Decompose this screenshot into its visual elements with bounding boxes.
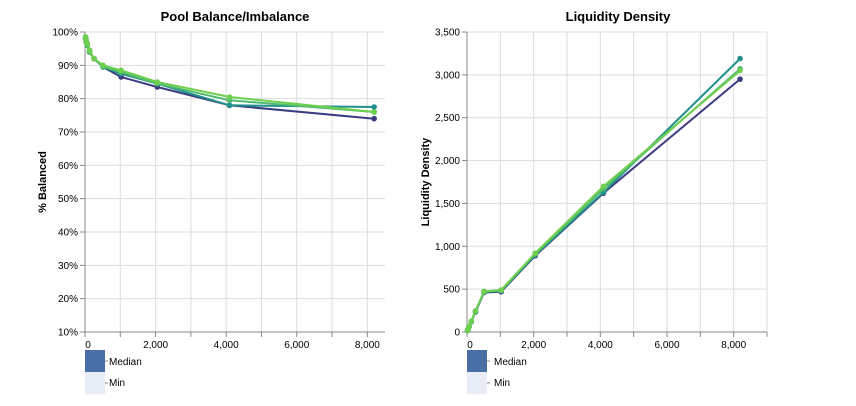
- right-series-point-3: [532, 250, 539, 256]
- left-plot: 0 2,000 4,000 6,000 8,000 10% 20% 30% 40% 50% 60% 7…: [52, 28, 385, 351]
- left-series-point-1: [226, 102, 233, 109]
- right-y-tick-label: 3,000: [435, 70, 460, 81]
- left-y-tick-label: 100%: [52, 28, 78, 39]
- left-legend: Median Min: [85, 350, 142, 394]
- right-series-line-3: [466, 69, 741, 332]
- legend-swatch-min: [85, 372, 105, 394]
- right-y-tick-label: 2,000: [435, 156, 460, 167]
- right-y-tick-label: 2,500: [435, 113, 460, 124]
- left-y-tick-label: 70%: [58, 128, 78, 139]
- left-y-axis-title: % Balanced: [37, 151, 49, 213]
- right-y-tick-label: 1,500: [435, 199, 460, 210]
- left-x-tick-label: 6,000: [284, 340, 309, 351]
- left-series-point-3: [84, 40, 91, 47]
- legend-label-min: Min: [109, 378, 125, 389]
- right-series-point-3: [498, 287, 504, 293]
- right-chart-title: Liquidity Density: [566, 9, 672, 24]
- right-y-tick-label: 1,000: [435, 242, 460, 253]
- right-series-point-1: [737, 55, 743, 62]
- left-series-point-1: [371, 104, 377, 110]
- left-series-point-3: [371, 109, 377, 115]
- right-series-point-3: [737, 67, 743, 74]
- right-x-tick-label: 6,000: [654, 340, 679, 351]
- left-y-tick-label: 20%: [58, 294, 78, 305]
- left-x-tick-label: 0: [85, 340, 91, 351]
- right-series-line-0: [466, 78, 741, 332]
- right-x-tick-label: 8,000: [721, 340, 746, 351]
- right-x-tick-label: 2,000: [521, 340, 546, 351]
- left-series-point-3: [226, 94, 233, 100]
- left-series-point-3: [118, 67, 124, 74]
- right-series-point-3: [466, 323, 472, 330]
- right-x-tick-label: 0: [467, 340, 473, 351]
- left-chart-title: Pool Balance/Imbalance: [161, 9, 310, 24]
- legend-label-median: Median: [494, 357, 527, 368]
- left-series-point-3: [100, 62, 106, 69]
- right-y-tick-label: 3,500: [435, 28, 460, 39]
- left-y-tick-label: 50%: [58, 194, 78, 205]
- right-series-line-2: [466, 68, 741, 332]
- right-y-tick-label: 0: [454, 328, 460, 339]
- left-y-tick-label: 10%: [58, 328, 78, 339]
- legend-label-median: Median: [109, 357, 142, 368]
- left-y-tick-label: 30%: [58, 261, 78, 272]
- legend-swatch-median: [85, 350, 105, 372]
- right-series-point-0: [737, 76, 743, 82]
- right-x-tick-label: 4,000: [588, 340, 613, 351]
- left-series-point-3: [91, 55, 97, 62]
- left-x-tick-label: 2,000: [143, 340, 168, 351]
- left-series-point-3: [154, 79, 161, 85]
- left-y-tick-label: 90%: [58, 61, 78, 72]
- legend-label-min: Min: [494, 378, 510, 389]
- left-series-point-3: [86, 47, 93, 54]
- legend-swatch-median: [467, 350, 487, 372]
- left-series-point-0: [371, 115, 377, 122]
- right-series-point-3: [481, 288, 487, 295]
- left-x-tick-label: 8,000: [355, 340, 380, 351]
- right-legend: Median Min: [467, 350, 527, 394]
- right-series-point-3: [600, 183, 607, 190]
- left-x-tick-label: 4,000: [214, 340, 239, 351]
- right-y-axis-title: Liquidity Density: [420, 137, 432, 227]
- right-series-point-3: [472, 307, 479, 314]
- left-y-tick-label: 80%: [58, 94, 78, 105]
- legend-swatch-min: [467, 372, 487, 394]
- left-y-tick-label: 60%: [58, 161, 78, 172]
- right-y-tick-label: 500: [443, 285, 460, 296]
- right-plot: 0 2,000 4,000 6,000 8,000 0 500 1,000 1,500 2,000…: [435, 28, 768, 351]
- left-y-tick-label: 40%: [58, 228, 78, 239]
- right-series-point-3: [468, 318, 475, 325]
